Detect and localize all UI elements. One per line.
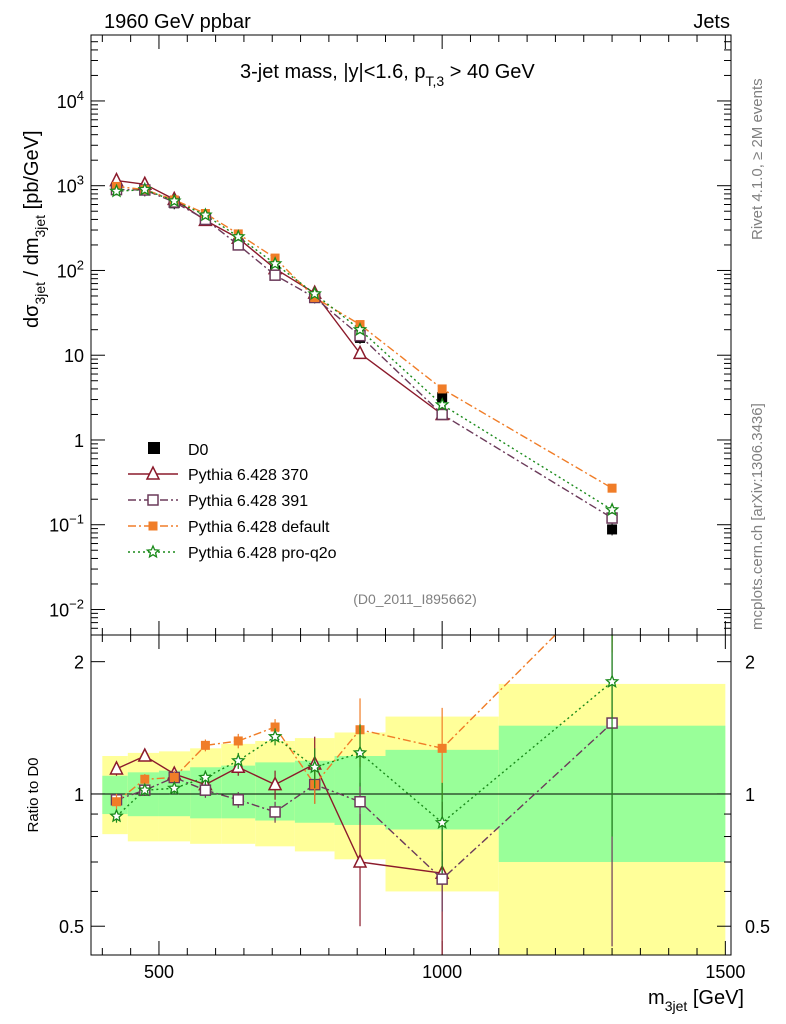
series-point [607, 483, 617, 493]
legend-label: Pythia 6.428 391 [188, 493, 308, 510]
ratio-point [111, 797, 121, 807]
x-tick-label: 500 [144, 962, 174, 982]
series-point [307, 286, 322, 301]
series-point [352, 344, 368, 360]
ratio-axis-ticks: 500 1000 1500 0.5 0.5 1 1 2 2 [59, 635, 770, 982]
ratio-tick-label-right: 2 [745, 653, 755, 673]
ratio-line [116, 722, 613, 881]
y-tick-label: 10−1 [49, 512, 84, 536]
ratio-point [436, 873, 448, 885]
ratio-point [109, 808, 124, 823]
legend-marker [148, 521, 158, 531]
ratio-point [608, 574, 616, 582]
y-tick-label: 10−2 [49, 596, 84, 620]
ratio-point [232, 794, 245, 806]
ratio-point [307, 759, 323, 774]
legend-label: Pythia 6.428 pro-q2o [188, 545, 337, 562]
ratio-point [434, 814, 450, 830]
ratio-bands [91, 683, 731, 955]
ratio-line [116, 635, 557, 803]
series-point [267, 256, 283, 270]
y-axis-label: dσ3jet / dm3jet [pb/GeV] [21, 130, 48, 328]
ratio-point [199, 784, 212, 796]
ratio-point [352, 853, 368, 868]
legend-label: Pythia 6.428 default [188, 519, 330, 536]
header-left: 1960 GeV ppbar [104, 11, 251, 33]
legend-marker-data [148, 442, 160, 454]
analysis-id: (D0_2011_I895662) [353, 591, 477, 607]
x-tick-label: 1000 [422, 962, 462, 982]
series-point [137, 181, 153, 196]
ratio-point [200, 740, 210, 750]
series-line [116, 188, 613, 519]
series-point [604, 502, 620, 517]
ratio-tick-label: 0.5 [59, 917, 84, 937]
legend-label: Pythia 6.428 370 [188, 467, 308, 484]
ratio-point [354, 795, 366, 808]
series-line [116, 179, 443, 416]
ratio-series-group [109, 574, 620, 955]
ratio-tick-label: 2 [74, 653, 84, 673]
ratio-point [137, 747, 153, 762]
legend-marker [145, 465, 161, 480]
x-axis-label: m3jet [GeV] [648, 987, 744, 1014]
main-series-group [109, 171, 620, 536]
mcplots-label: mcplots.cern.ch [arXiv:1306.3436] [749, 403, 766, 630]
ratio-tick-label-right: 1 [745, 785, 755, 805]
chart-title: 3-jet mass, |y|<1.6, pT,3 > 40 GeV [240, 61, 535, 89]
y-tick-label: 103 [57, 173, 84, 197]
ratio-point [437, 743, 447, 753]
ratio-tick-label: 1 [74, 785, 84, 805]
ratio-y-axis-label: Ratio to D0 [25, 757, 42, 832]
x-tick-label: 1500 [705, 962, 745, 982]
data-point [437, 392, 448, 403]
header-right: Jets [693, 11, 730, 33]
legend-marker [145, 544, 161, 559]
legend: D0 Pythia 6.428 370 Pythia 6.428 391 Pythia… [128, 442, 337, 562]
ratio-point [233, 736, 243, 746]
series-point [198, 207, 213, 222]
series-point [230, 228, 246, 244]
ratio-point [137, 782, 153, 797]
legend-label-data: D0 [188, 442, 209, 459]
ratio-panel-frame [90, 634, 732, 956]
series-point [436, 408, 448, 421]
series-point [269, 269, 281, 281]
ratio-point [267, 729, 283, 743]
ratio-point [269, 806, 281, 818]
ratio-point [198, 769, 213, 784]
series-point [166, 193, 182, 208]
ratio-point [230, 752, 246, 768]
series-point [434, 397, 450, 412]
ratio-point [352, 745, 368, 760]
series-line [116, 188, 613, 511]
y-tick-label: 104 [57, 88, 84, 112]
series-line [116, 185, 613, 489]
rivet-label: Rivet 4.1.0, ≥ 2M events [749, 78, 766, 240]
ratio-point [604, 674, 620, 688]
main-panel-frame [90, 34, 732, 636]
data-point [607, 524, 618, 535]
legend-marker [147, 494, 159, 506]
ratio-point [166, 780, 182, 795]
ratio-point [169, 772, 179, 782]
series-point [109, 183, 124, 198]
series-point [352, 322, 368, 337]
ratio-tick-label-right: 0.5 [745, 917, 770, 937]
ratio-point [109, 760, 124, 775]
y-tick-label: 102 [57, 257, 84, 281]
ratio-point [140, 774, 150, 784]
ratio-point [267, 775, 283, 791]
series-point [437, 384, 447, 394]
y-tick-label: 10 [64, 346, 84, 366]
y-tick-label: 1 [74, 431, 84, 451]
